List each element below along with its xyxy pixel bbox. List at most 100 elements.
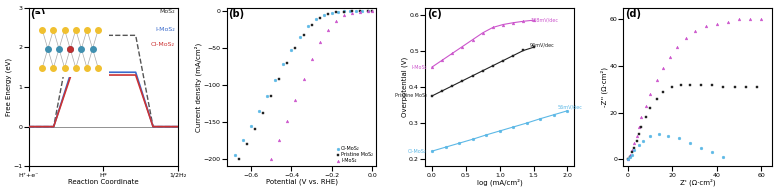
Pristine MoS₂	[659, 90, 668, 93]
Pristine MoS₂	[636, 125, 646, 128]
Pristine MoS₂	[708, 84, 717, 86]
Pristine MoS₂	[628, 151, 637, 153]
Cl-MoS₂	[536, 118, 545, 120]
Pristine MoS₂	[499, 60, 508, 62]
Cl-MoS₂	[628, 153, 637, 156]
Line: I-MoS₂: I-MoS₂	[270, 10, 373, 160]
Pristine MoS₂	[468, 75, 477, 77]
I-MoS₂	[499, 23, 508, 26]
Cl-MoS₂	[263, 95, 272, 97]
I-MoS₂	[672, 46, 682, 48]
Text: I-MoS₂: I-MoS₂	[411, 65, 426, 70]
Cl-MoS₂	[271, 79, 280, 81]
Text: (b): (b)	[229, 9, 244, 19]
I-MoS₂	[323, 29, 332, 31]
I-MoS₂	[690, 30, 699, 32]
Pristine MoS₂	[437, 90, 447, 92]
Text: Cl-MoS₂: Cl-MoS₂	[151, 42, 175, 47]
Cl-MoS₂	[327, 12, 336, 14]
Cl-MoS₂	[311, 18, 321, 21]
Pristine MoS₂	[282, 62, 292, 64]
Cl-MoS₂	[333, 11, 342, 13]
Cl-MoS₂	[454, 142, 464, 144]
Pristine MoS₂	[478, 70, 488, 72]
Line: Cl-MoS₂: Cl-MoS₂	[430, 109, 569, 152]
I-MoS₂	[363, 10, 373, 12]
Text: I-MoS₂: I-MoS₂	[155, 27, 175, 32]
Cl-MoS₂	[634, 144, 643, 146]
I-MoS₂	[626, 153, 635, 156]
Pristine MoS₂	[752, 86, 762, 88]
Text: (c): (c)	[426, 9, 441, 19]
Y-axis label: Free Energy (eV): Free Energy (eV)	[5, 58, 12, 116]
Pristine MoS₂	[447, 85, 457, 87]
Cl-MoS₂	[279, 63, 288, 65]
Cl-MoS₂	[254, 110, 264, 112]
I-MoS₂	[339, 14, 349, 17]
Cl-MoS₂	[626, 156, 635, 158]
Pristine MoS₂	[489, 65, 498, 67]
I-MoS₂	[724, 20, 733, 23]
Pristine MoS₂	[730, 86, 739, 88]
Cl-MoS₂	[639, 139, 648, 142]
Pristine MoS₂	[641, 116, 650, 118]
I-MoS₂	[267, 158, 276, 160]
Pristine MoS₂	[719, 86, 728, 88]
Pristine MoS₂	[668, 86, 677, 88]
Cl-MoS₂	[468, 138, 477, 140]
Pristine MoS₂	[519, 49, 528, 52]
Pristine MoS₂	[331, 11, 341, 13]
Cl-MoS₂	[509, 126, 518, 128]
Text: 94mV/dec: 94mV/dec	[531, 43, 555, 48]
Pristine MoS₂	[234, 158, 244, 160]
I-MoS₂	[659, 67, 668, 69]
Line: Cl-MoS₂: Cl-MoS₂	[233, 10, 370, 157]
Cl-MoS₂	[482, 134, 491, 136]
Cl-MoS₂	[675, 137, 684, 139]
Pristine MoS₂	[339, 11, 349, 13]
Cl-MoS₂	[357, 10, 366, 12]
Pristine MoS₂	[251, 128, 260, 131]
I-MoS₂	[509, 22, 518, 24]
Pristine MoS₂	[623, 158, 633, 161]
Cl-MoS₂	[238, 139, 247, 142]
I-MoS₂	[367, 10, 377, 12]
Line: Pristine MoS₂: Pristine MoS₂	[626, 83, 759, 161]
I-MoS₂	[641, 104, 650, 107]
I-MoS₂	[457, 45, 467, 48]
Cl-MoS₂	[295, 36, 304, 38]
Pristine MoS₂	[356, 10, 365, 12]
I-MoS₂	[447, 52, 457, 55]
Text: 56mV/dec: 56mV/dec	[557, 104, 582, 109]
I-MoS₂	[623, 158, 633, 161]
X-axis label: log (mA/cm²): log (mA/cm²)	[477, 179, 523, 186]
Cl-MoS₂	[708, 151, 717, 153]
Pristine MoS₂	[363, 10, 373, 12]
I-MoS₂	[745, 18, 755, 20]
Pristine MoS₂	[347, 10, 356, 12]
Pristine MoS₂	[427, 95, 436, 97]
Cl-MoS₂	[427, 150, 436, 152]
I-MoS₂	[529, 19, 538, 21]
Line: I-MoS₂: I-MoS₂	[626, 18, 762, 161]
Text: Pristine MoS₂: Pristine MoS₂	[394, 94, 426, 98]
Cl-MoS₂	[319, 14, 328, 16]
Pristine MoS₂	[509, 54, 518, 57]
I-MoS₂	[275, 139, 284, 142]
Y-axis label: Current density (mA/cm²): Current density (mA/cm²)	[194, 42, 202, 132]
Pristine MoS₂	[299, 34, 308, 36]
Cl-MoS₂	[230, 154, 240, 156]
I-MoS₂	[701, 25, 710, 27]
Cl-MoS₂	[247, 125, 256, 127]
Pristine MoS₂	[685, 84, 695, 86]
Pristine MoS₂	[626, 156, 635, 158]
Pristine MoS₂	[696, 84, 706, 86]
Text: MoS₂: MoS₂	[159, 9, 175, 14]
Pristine MoS₂	[315, 17, 324, 19]
X-axis label: Z' (Ω·cm²): Z' (Ω·cm²)	[680, 179, 716, 186]
Cl-MoS₂	[441, 146, 450, 148]
Pristine MoS₂	[307, 23, 317, 26]
Cl-MoS₂	[663, 135, 672, 137]
I-MoS₂	[634, 125, 643, 128]
I-MoS₂	[299, 78, 308, 80]
